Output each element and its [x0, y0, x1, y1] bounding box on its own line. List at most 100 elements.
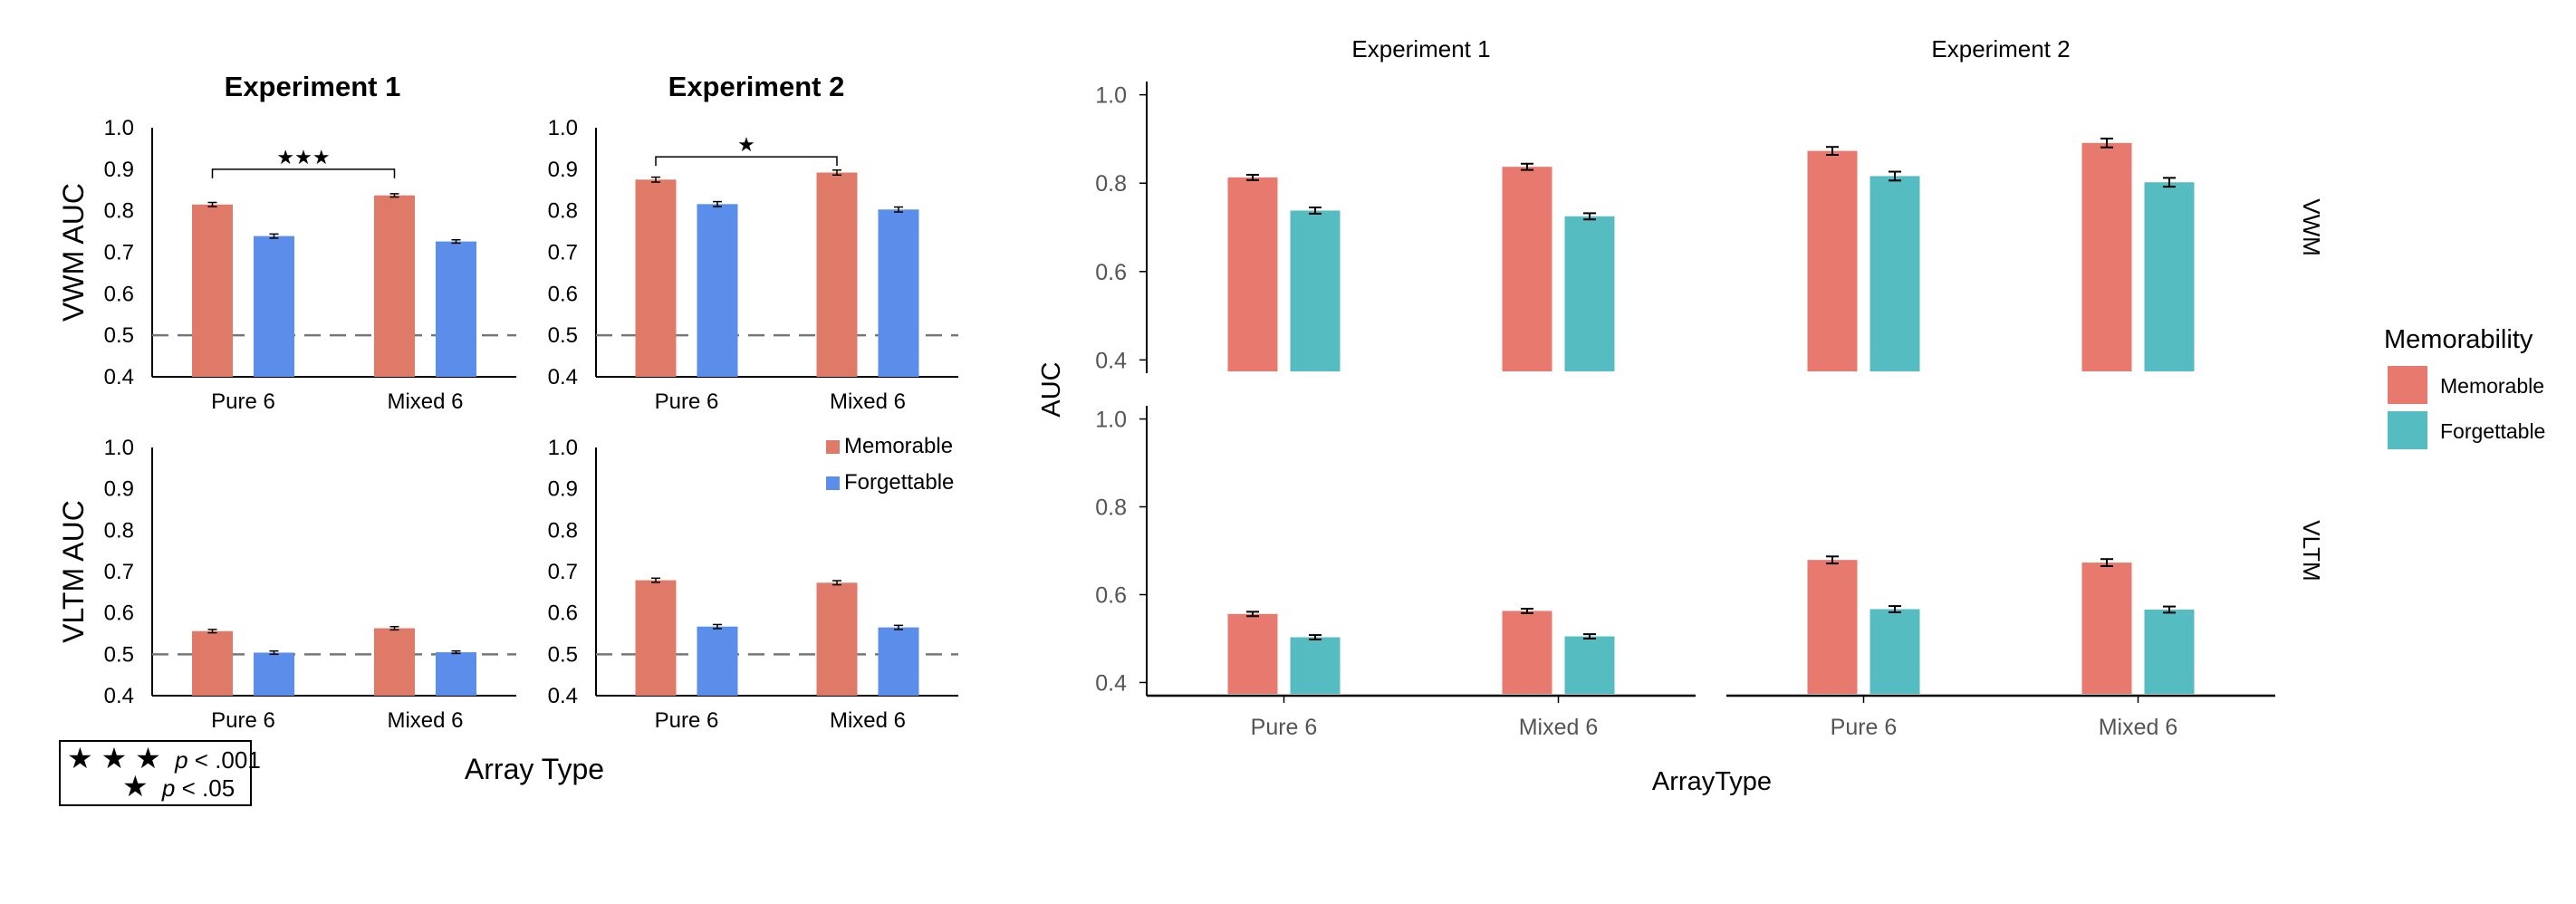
- y-tick-label: 0.4: [548, 365, 578, 389]
- y-tick-label: 0.7: [104, 560, 134, 584]
- bar-forgettable: [1290, 637, 1341, 694]
- bar-forgettable: [1564, 636, 1615, 694]
- x-tick-label: Mixed 6: [2099, 715, 2178, 740]
- y-tick-label: 0.8: [1095, 171, 1127, 197]
- bar-forgettable: [2144, 182, 2195, 371]
- legend-swatch-forgettable: [2388, 411, 2427, 449]
- legend-three-stars: ★ ★ ★: [67, 742, 161, 774]
- x-tick-label: Pure 6: [655, 708, 719, 733]
- bar-forgettable: [254, 652, 294, 696]
- x-tick-label: Mixed 6: [1519, 715, 1599, 740]
- bar-memorable: [374, 195, 415, 377]
- legend-label: Forgettable: [2440, 419, 2545, 443]
- y-tick-label: 1.0: [1095, 83, 1127, 109]
- y-tick-label: 0.5: [104, 642, 134, 667]
- significance-bracket: [655, 156, 838, 167]
- right-figure: 0.4 0.6 0.8 1.0 Experiment 1 Experiment 2 VWM 0…: [1095, 35, 2545, 740]
- legend-one-star: ★: [122, 770, 149, 803]
- bar-forgettable: [254, 236, 294, 377]
- left-figure: 0.4 0.5 0.6 0.7 0.8 0.9 1.0 Pure 6 Mixed 6 Experi…: [57, 71, 958, 733]
- y-tick-label: 1.0: [1095, 408, 1127, 433]
- significance-stars: ★★★: [276, 146, 330, 168]
- bar-forgettable: [1564, 216, 1615, 371]
- y-tick-label: 0.9: [548, 477, 578, 502]
- y-tick-label: 0.5: [548, 642, 578, 667]
- y-tick-label: 0.9: [104, 158, 134, 182]
- y-tick-label: 0.6: [1095, 260, 1127, 285]
- facet-strip-label: VLTM: [2298, 520, 2325, 581]
- left-chart-left-vwm-exp2: 0.4 0.5 0.6 0.7 0.8 0.9 1.0 Pure 6 Mixed 6 Experi…: [548, 71, 958, 414]
- bar-memorable: [1807, 150, 1858, 371]
- legend-p-001: < .001: [195, 746, 261, 774]
- x-tick-label: Mixed 6: [387, 389, 463, 414]
- y-tick-label: 0.7: [104, 241, 134, 265]
- bar-memorable: [1502, 611, 1552, 694]
- panel-title: Experiment 2: [668, 71, 845, 102]
- x-tick-label: Pure 6: [211, 708, 275, 733]
- right-chart-right-vltm-exp2: Pure 6 Mixed 6 VLTM Memorable Forgettable: [1726, 366, 2545, 740]
- y-tick-label: 1.0: [104, 436, 134, 460]
- bar-memorable: [816, 172, 858, 377]
- right-y-axis-title: AUC: [1037, 361, 1066, 417]
- legend-swatch-memorable: [826, 440, 840, 454]
- y-tick-label: 0.4: [104, 365, 134, 389]
- bar-forgettable: [1870, 609, 1920, 694]
- left-chart-left-vltm-exp1: 0.4 0.5 0.6 0.7 0.8 0.9 1.0 Pure 6 Mixed 6 VLTM A…: [57, 436, 516, 733]
- legend-label: Memorable: [2440, 374, 2544, 398]
- y-tick-label: 0.5: [548, 323, 578, 348]
- bar-memorable: [816, 582, 858, 696]
- x-tick-label: Mixed 6: [387, 708, 463, 733]
- y-tick-label: 0.6: [104, 282, 134, 306]
- y-axis-title: VWM AUC: [57, 183, 90, 322]
- y-tick-label: 0.7: [548, 560, 578, 584]
- left-chart-left-vwm-exp1: 0.4 0.5 0.6 0.7 0.8 0.9 1.0 Pure 6 Mixed 6 Experi…: [57, 71, 516, 414]
- bar-memorable: [1227, 613, 1278, 694]
- legend-p-symbol: p: [161, 774, 175, 802]
- bar-memorable: [635, 179, 677, 377]
- legend-label: Forgettable: [844, 470, 954, 495]
- bar-memorable: [192, 204, 233, 377]
- y-tick-label: 0.7: [548, 241, 578, 265]
- x-tick-label: Mixed 6: [830, 708, 906, 733]
- x-tick-label: Pure 6: [1831, 715, 1898, 740]
- bar-memorable: [2081, 142, 2132, 371]
- y-tick-label: 1.0: [104, 116, 134, 140]
- bar-memorable: [374, 628, 415, 696]
- bar-forgettable: [1870, 176, 1920, 371]
- y-tick-label: 0.5: [104, 323, 134, 348]
- bar-memorable: [2081, 563, 2132, 694]
- y-tick-label: 0.4: [1095, 670, 1127, 696]
- bar-memorable: [192, 630, 233, 696]
- legend-label: Memorable: [844, 434, 953, 458]
- y-tick-label: 0.4: [104, 684, 134, 708]
- y-tick-label: 0.8: [104, 518, 134, 543]
- bar-memorable: [1807, 560, 1858, 694]
- y-axis-title: VLTM AUC: [57, 500, 90, 643]
- x-tick-label: Mixed 6: [830, 389, 906, 414]
- right-x-axis-title: ArrayType: [1652, 767, 1772, 796]
- bar-forgettable: [697, 204, 738, 377]
- facet-title: Experiment 1: [1351, 35, 1490, 63]
- significance-legend-row: ★ ★ ★ p < .001: [67, 742, 261, 774]
- right-legend-title: Memorability: [2384, 325, 2533, 354]
- significance-stars: ★: [737, 133, 755, 156]
- bar-memorable: [1227, 177, 1278, 371]
- legend-swatch-forgettable: [826, 476, 840, 490]
- significance-legend: ★ ★ ★ p < .001 ★ p < .05: [59, 740, 261, 806]
- bar-forgettable: [697, 626, 738, 696]
- bar-forgettable: [878, 627, 919, 696]
- bar-memorable: [1502, 167, 1552, 371]
- right-chart-right-vwm-exp2: Experiment 2 VWM: [1807, 35, 2325, 371]
- left-x-axis-title: Array Type: [465, 753, 604, 785]
- significance-bracket: [211, 168, 396, 178]
- left-chart-left-vltm-exp2: 0.4 0.5 0.6 0.7 0.8 0.9 1.0 Pure 6 Mixed 6 Memora…: [548, 434, 958, 733]
- right-chart-right-vwm-exp1: 0.4 0.6 0.8 1.0 Experiment 1: [1095, 35, 1615, 373]
- y-tick-label: 0.8: [104, 199, 134, 224]
- y-tick-label: 1.0: [548, 116, 578, 140]
- y-tick-label: 0.4: [548, 684, 578, 708]
- y-tick-label: 0.6: [548, 282, 578, 306]
- bar-memorable: [635, 580, 677, 696]
- y-tick-label: 0.8: [1095, 495, 1127, 521]
- x-tick-label: Pure 6: [1251, 715, 1318, 740]
